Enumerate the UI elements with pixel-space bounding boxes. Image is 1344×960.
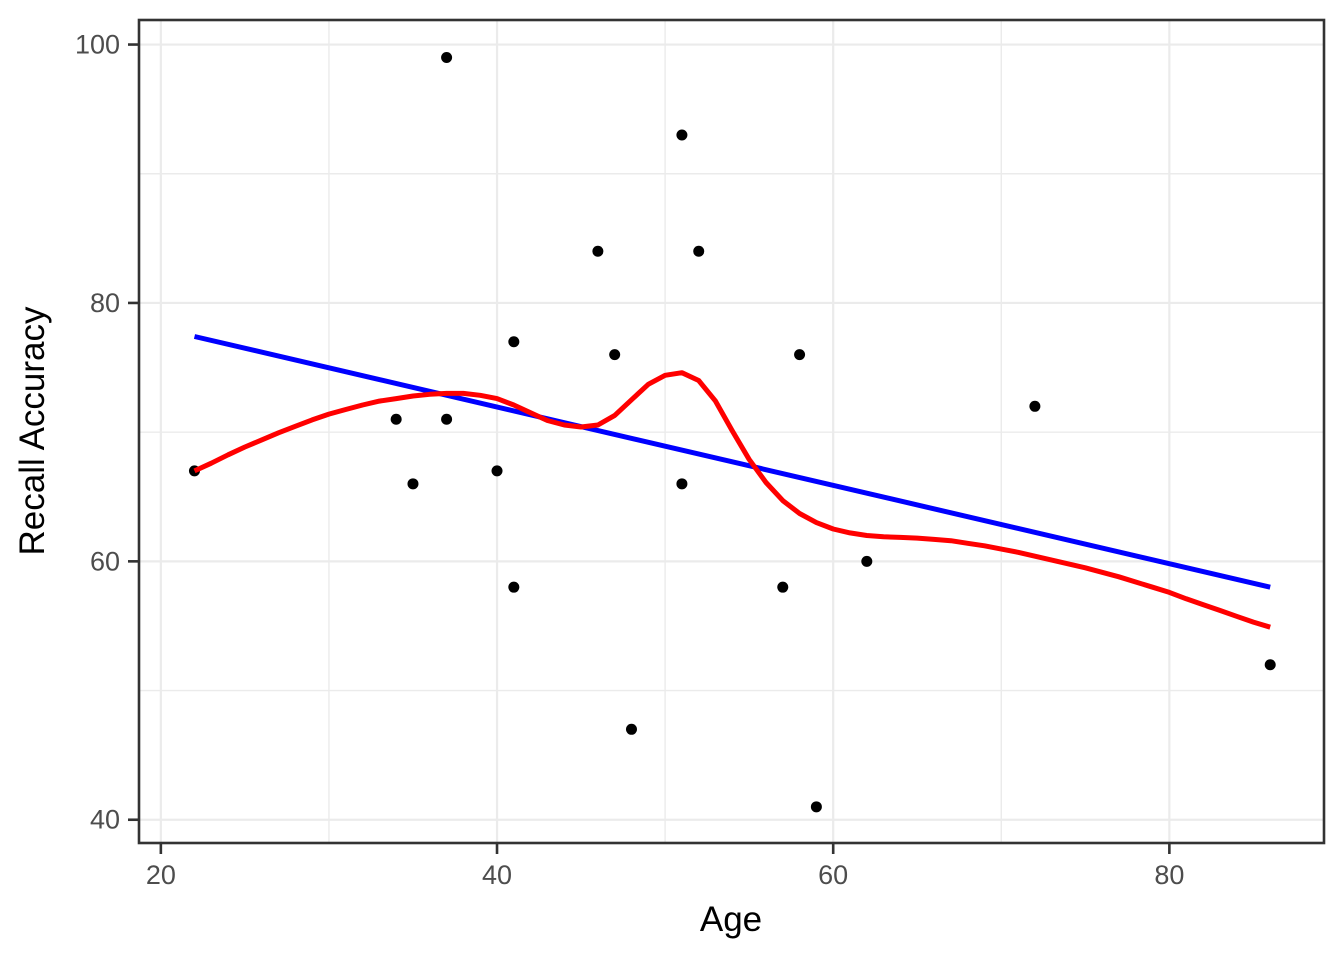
data-point [676, 478, 688, 490]
y-axis-title: Recall Accuracy [13, 306, 52, 555]
y-axis-tick-label: 100 [75, 30, 120, 60]
data-point [441, 51, 453, 63]
data-point [1029, 400, 1041, 412]
data-point [794, 349, 806, 361]
x-axis-tick-label: 80 [1154, 860, 1184, 890]
data-point [810, 801, 822, 813]
data-point [508, 581, 520, 593]
linear-regression-line [193, 334, 1271, 590]
panel-border [137, 18, 1326, 845]
loess-smooth-curve [193, 370, 1271, 630]
data-point [625, 723, 637, 735]
y-axis-tick-label: 60 [90, 546, 120, 576]
data-point [592, 245, 604, 257]
data-point [777, 581, 789, 593]
data-point [390, 413, 402, 425]
x-axis-tick-label: 20 [146, 860, 176, 890]
data-point [1264, 659, 1276, 671]
x-axis-tick-label: 40 [482, 860, 512, 890]
plot-panel: 20 40 60 80 40 60 80 100 [75, 18, 1326, 890]
data-point [861, 555, 873, 567]
data-point [441, 413, 453, 425]
x-axis-tick-label: 60 [818, 860, 848, 890]
y-axis-tick-label: 80 [90, 288, 120, 318]
data-point [676, 129, 688, 141]
data-point [693, 245, 705, 257]
data-point [609, 349, 621, 361]
data-point [508, 336, 520, 348]
data-point [491, 465, 503, 477]
y-axis-tick-label: 40 [90, 805, 120, 835]
data-point [407, 478, 419, 490]
x-axis-title: Age [700, 900, 762, 939]
